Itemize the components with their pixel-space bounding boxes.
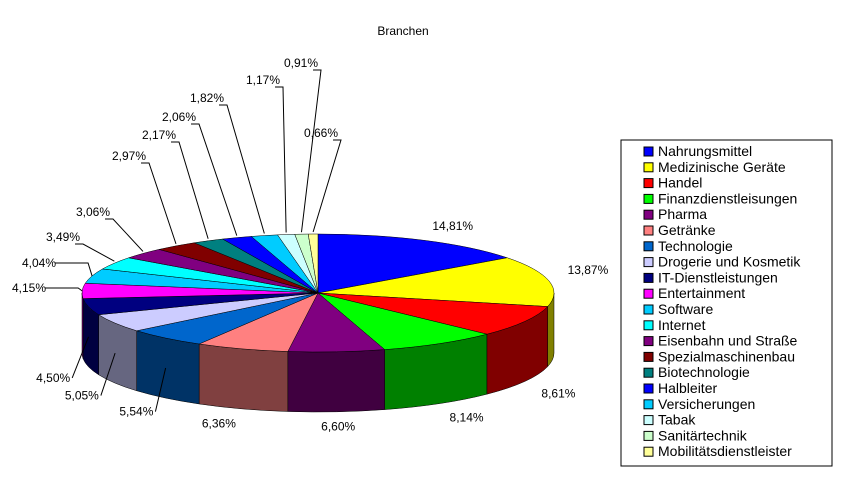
legend-label-16: Versicherungen <box>658 396 755 412</box>
legend-label-18: Sanitärtechnik <box>658 427 748 443</box>
leader-line-16 <box>219 104 265 234</box>
data-label-14: 2,17% <box>142 128 176 142</box>
legend-swatch-5 <box>643 225 654 236</box>
legend-swatch-4 <box>643 209 654 220</box>
chart-title: Branchen <box>377 24 428 38</box>
data-label-1: 13,87% <box>568 263 609 277</box>
legend-label-7: Drogerie und Kosmetik <box>658 254 801 270</box>
label-layer: 14,81% 13,87% 8,61% 8,14% 6,60% 6,36% 5,54% 5,0… <box>12 56 609 434</box>
pie-slice-2 <box>317 292 549 335</box>
pie-side-4 <box>287 349 385 413</box>
legend-label-14: Biotechnologie <box>658 364 750 380</box>
legend-swatch-17 <box>643 415 654 426</box>
pie-layer <box>81 233 555 413</box>
legend-swatch-7 <box>643 257 654 268</box>
legend-label-5: Getränke <box>658 222 716 238</box>
legend-swatch-13 <box>643 351 654 362</box>
data-label-0: 14,81% <box>432 219 473 233</box>
pie-slice-0 <box>317 233 509 294</box>
legend-label-17: Tabak <box>658 412 696 428</box>
leader-line-8 <box>71 336 90 379</box>
legend-label-9: Entertainment <box>658 285 745 301</box>
pie-side-5 <box>198 343 289 412</box>
data-label-8: 4,50% <box>36 371 70 385</box>
legend-label-10: Software <box>658 301 713 317</box>
data-label-15: 2,06% <box>162 110 196 124</box>
data-label-11: 3,49% <box>46 230 80 244</box>
data-label-4: 6,60% <box>321 420 355 434</box>
leader-line-6 <box>154 367 167 412</box>
legend-swatch-2 <box>643 178 654 189</box>
legend-label-1: Medizinische Geräte <box>658 159 786 175</box>
legend-label-0: Nahrungsmittel <box>658 143 752 159</box>
data-label-16: 1,82% <box>190 91 224 105</box>
legend-label-6: Technologie <box>658 238 733 254</box>
data-label-2: 8,61% <box>541 387 575 401</box>
legend-swatch-12 <box>643 336 654 347</box>
leader-line-12 <box>105 218 144 252</box>
legend-label-8: IT-Dienstleistungen <box>658 269 778 285</box>
leader-line-19 <box>312 139 342 233</box>
data-label-13: 2,97% <box>112 149 146 163</box>
legend-swatch-1 <box>643 162 654 173</box>
leader-line-14 <box>171 141 209 239</box>
legend-box <box>620 139 833 467</box>
data-label-7: 5,05% <box>65 389 99 403</box>
leader-line-7 <box>100 352 116 396</box>
data-label-6: 5,54% <box>119 405 153 419</box>
legend-swatch-19 <box>643 446 654 457</box>
leader-line-11 <box>75 243 115 262</box>
legend-swatch-0 <box>643 146 654 157</box>
leader-line-17 <box>275 86 287 233</box>
pie-slice-1 <box>317 257 555 307</box>
data-label-3: 8,14% <box>450 411 484 425</box>
pie-slice-19 <box>307 233 319 294</box>
legend-swatch-16 <box>643 399 654 410</box>
leader-line-15 <box>191 123 238 236</box>
legend-label-3: Finanzdienstleisungen <box>658 190 797 206</box>
data-label-12: 3,06% <box>76 205 110 219</box>
legend-swatch-8 <box>643 272 654 283</box>
legend-label-12: Eisenbahn und Straße <box>658 333 798 349</box>
legend-label-2: Handel <box>658 175 702 191</box>
data-label-5: 6,36% <box>202 416 236 430</box>
leader-line-13 <box>141 162 177 245</box>
data-label-19: 0,66% <box>304 126 338 140</box>
data-label-18: 0,91% <box>284 56 318 70</box>
legend-label-4: Pharma <box>658 206 707 222</box>
legend-swatch-9 <box>643 288 654 299</box>
legend-label-13: Spezialmaschinenbau <box>658 348 795 364</box>
legend-swatch-10 <box>643 304 654 315</box>
legend-swatch-11 <box>643 320 654 331</box>
leader-line-18 <box>300 69 322 233</box>
legend-swatch-18 <box>643 430 654 441</box>
legend-label-11: Internet <box>658 317 706 333</box>
legend-swatch-14 <box>643 367 654 378</box>
pie-slice-3 <box>317 292 488 350</box>
data-label-10: 4,04% <box>22 256 56 270</box>
leader-line-9 <box>45 287 83 292</box>
legend-label-19: Mobilitätsdienstleister <box>658 443 792 459</box>
data-label-17: 1,17% <box>246 73 280 87</box>
pie-side-9 <box>81 292 84 359</box>
legend-swatch-15 <box>643 383 654 394</box>
leader-line-10 <box>55 262 93 277</box>
legend-label-15: Halbleiter <box>658 380 717 396</box>
legend-swatch-6 <box>643 241 654 252</box>
legend-swatch-3 <box>643 193 654 204</box>
data-label-9: 4,15% <box>12 281 46 295</box>
